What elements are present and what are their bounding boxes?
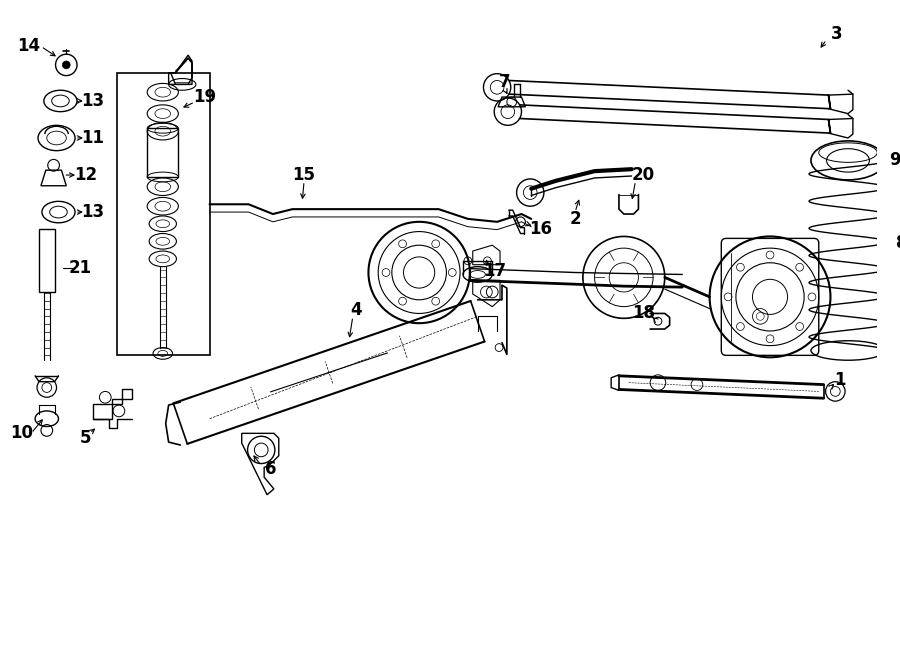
Circle shape: [796, 323, 804, 330]
Text: 4: 4: [350, 301, 362, 319]
Circle shape: [766, 335, 774, 342]
Circle shape: [796, 263, 804, 271]
Text: 6: 6: [266, 461, 276, 479]
Text: 15: 15: [292, 166, 316, 184]
Text: 20: 20: [632, 166, 655, 184]
Text: 12: 12: [74, 166, 97, 184]
Text: 5: 5: [80, 429, 92, 447]
Circle shape: [62, 61, 70, 69]
Text: 18: 18: [632, 305, 655, 323]
Circle shape: [724, 293, 732, 301]
Text: 16: 16: [529, 219, 553, 238]
Text: 10: 10: [10, 424, 33, 442]
Text: 2: 2: [570, 210, 580, 228]
Circle shape: [448, 268, 456, 276]
Text: 14: 14: [18, 38, 40, 56]
Text: 1: 1: [834, 371, 846, 389]
Bar: [117, 73, 210, 356]
Text: 3: 3: [831, 24, 842, 43]
Circle shape: [736, 323, 744, 330]
Circle shape: [583, 237, 665, 319]
Text: 11: 11: [81, 129, 104, 147]
Circle shape: [432, 297, 439, 305]
Circle shape: [432, 240, 439, 248]
Text: 9: 9: [889, 151, 900, 169]
Circle shape: [766, 251, 774, 259]
Text: 19: 19: [194, 88, 216, 106]
Circle shape: [808, 293, 815, 301]
Circle shape: [736, 263, 744, 271]
Text: 7: 7: [500, 73, 510, 91]
Circle shape: [382, 268, 390, 276]
Text: 13: 13: [81, 92, 104, 110]
Circle shape: [399, 297, 407, 305]
Text: 21: 21: [68, 258, 92, 277]
Text: 17: 17: [483, 262, 507, 280]
Text: 13: 13: [81, 203, 104, 221]
Text: 8: 8: [896, 234, 900, 253]
Circle shape: [399, 240, 407, 248]
